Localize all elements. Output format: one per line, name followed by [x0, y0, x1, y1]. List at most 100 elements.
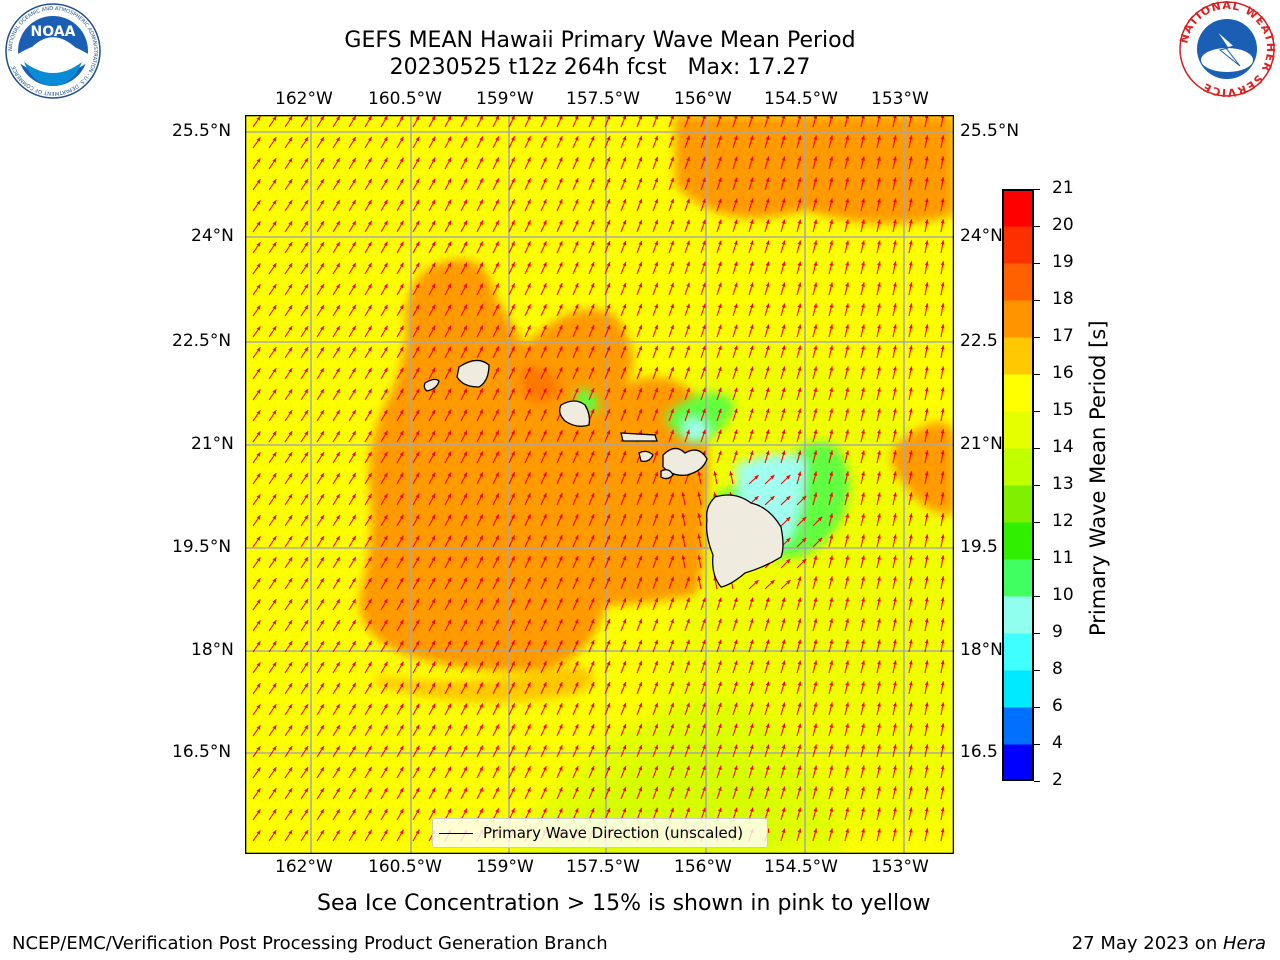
- wave-direction-arrow: [652, 366, 659, 380]
- wave-direction-arrow: [620, 156, 627, 170]
- wave-direction-arrow: [444, 598, 452, 611]
- wave-direction-arrow: [668, 345, 674, 359]
- wave-direction-arrow: [396, 430, 404, 443]
- wave-direction-arrow: [332, 430, 341, 443]
- wave-direction-arrow: [460, 598, 468, 611]
- wave-direction-arrow: [476, 325, 484, 338]
- island-kahoolawe: [660, 469, 674, 480]
- wave-direction-arrow: [668, 177, 674, 191]
- wave-direction-arrow: [396, 199, 404, 212]
- wave-direction-arrow: [796, 450, 802, 464]
- wave-direction-arrow: [684, 639, 690, 653]
- wave-direction-arrow: [268, 493, 277, 506]
- wave-direction-arrow: [380, 367, 389, 380]
- colorbar-segment: [1002, 300, 1034, 338]
- wave-direction-arrow: [348, 829, 357, 842]
- wave-direction-arrow: [796, 723, 802, 737]
- wave-direction-arrow: [684, 744, 690, 758]
- wave-direction-arrow: [780, 744, 786, 758]
- wave-direction-arrow: [332, 283, 341, 296]
- wave-direction-arrow: [828, 135, 834, 149]
- wave-direction-arrow: [524, 429, 532, 443]
- wave-direction-arrow: [332, 220, 341, 233]
- wave-direction-arrow: [620, 597, 627, 611]
- wave-direction-arrow: [540, 156, 547, 170]
- wave-direction-arrow: [620, 366, 627, 380]
- wave-direction-arrow: [796, 135, 802, 149]
- wave-direction-arrow: [540, 639, 547, 653]
- wave-direction-arrow: [604, 450, 611, 464]
- wave-direction-arrow: [844, 492, 850, 506]
- wave-direction-arrow: [748, 387, 754, 401]
- wave-direction-arrow: [748, 765, 754, 779]
- wave-direction-arrow: [828, 534, 834, 548]
- wave-direction-arrow: [380, 388, 389, 401]
- wave-direction-arrow: [300, 430, 309, 443]
- wave-direction-arrow: [684, 387, 690, 401]
- wave-direction-arrow: [588, 681, 595, 695]
- wave-direction-arrow: [700, 765, 706, 779]
- wave-direction-arrow: [412, 514, 420, 527]
- wave-direction-arrow: [796, 639, 802, 653]
- wave-direction-arrow: [620, 702, 627, 716]
- wave-direction-arrow: [252, 179, 261, 191]
- wave-direction-arrow: [828, 261, 834, 275]
- wave-direction-arrow: [460, 535, 468, 548]
- wave-direction-arrow: [460, 136, 468, 149]
- lon-label-top: 160.5°W: [368, 89, 442, 109]
- wave-direction-arrow: [492, 115, 500, 128]
- wave-direction-arrow: [476, 535, 484, 548]
- wave-direction-arrow: [908, 597, 913, 611]
- wave-direction-arrow: [796, 366, 802, 380]
- wave-direction-arrow: [588, 618, 595, 632]
- wave-direction-arrow: [716, 198, 722, 212]
- wave-direction-arrow: [732, 303, 738, 317]
- wave-direction-arrow: [636, 492, 643, 506]
- wave-direction-arrow: [252, 641, 261, 653]
- wave-direction-arrow: [380, 451, 389, 464]
- wave-direction-arrow: [572, 282, 579, 296]
- wave-direction-arrow: [476, 262, 484, 275]
- wave-direction-arrow: [860, 828, 865, 842]
- wave-direction-arrow: [876, 786, 881, 800]
- wave-direction-arrow: [300, 619, 309, 632]
- wave-direction-arrow: [652, 471, 659, 485]
- wave-direction-arrow: [572, 261, 579, 275]
- wave-direction-arrow: [332, 388, 341, 401]
- wave-direction-arrow: [300, 682, 309, 695]
- wave-direction-arrow: [540, 177, 547, 191]
- wave-direction-arrow: [652, 765, 659, 779]
- wave-direction-arrow: [492, 388, 500, 401]
- wave-direction-arrow: [908, 702, 913, 716]
- wave-direction-arrow: [348, 556, 357, 569]
- wave-direction-arrow: [380, 703, 389, 716]
- wave-direction-arrow: [572, 366, 579, 380]
- wave-direction-arrow: [444, 514, 452, 527]
- wave-direction-arrow: [892, 744, 897, 758]
- wave-direction-arrow: [348, 283, 357, 296]
- wave-direction-arrow: [940, 366, 945, 380]
- wave-direction-arrow: [540, 492, 547, 506]
- wave-direction-arrow: [332, 346, 341, 359]
- wave-direction-arrow: [396, 262, 404, 275]
- wave-direction-arrow: [796, 219, 802, 233]
- wave-direction-arrow: [604, 303, 611, 317]
- wave-direction-arrow: [268, 178, 277, 191]
- wave-direction-arrow: [492, 283, 500, 296]
- wave-direction-arrow: [556, 450, 563, 464]
- wave-direction-arrow: [508, 430, 516, 443]
- wave-direction-arrow: [780, 177, 786, 191]
- wave-direction-arrow: [300, 556, 309, 569]
- wave-direction-arrow: [924, 240, 929, 254]
- wave-direction-arrow: [556, 765, 563, 779]
- wave-direction-arrow: [604, 156, 611, 170]
- wave-direction-arrow: [428, 430, 436, 443]
- wave-direction-arrow: [892, 240, 897, 254]
- wave-direction-arrow: [748, 723, 754, 737]
- wave-direction-arrow: [812, 492, 818, 506]
- wave-direction-arrow: [652, 387, 659, 401]
- wave-direction-arrow: [524, 765, 532, 779]
- wave-direction-arrow: [604, 135, 611, 149]
- wave-direction-arrow: [796, 744, 802, 758]
- wave-direction-arrow: [300, 136, 309, 149]
